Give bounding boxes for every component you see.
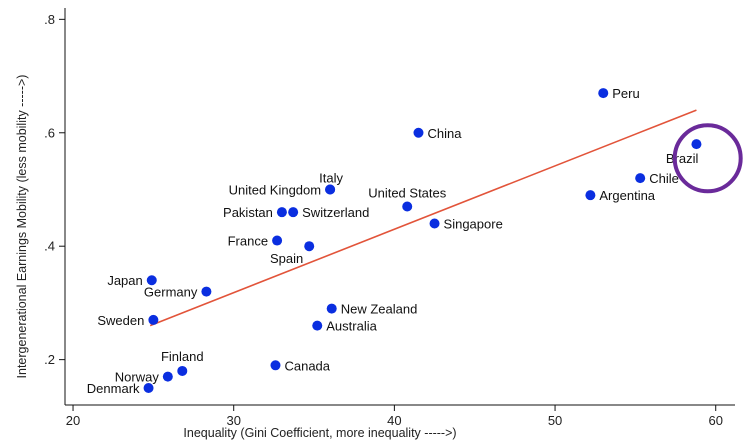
fit-line — [149, 109, 697, 327]
y-tick-label: .6 — [44, 125, 55, 140]
point-label-switzerland: Switzerland — [302, 205, 369, 220]
point-singapore — [429, 218, 440, 229]
point-norway — [162, 371, 173, 382]
point-label-finland: Finland — [161, 349, 204, 364]
point-label-china: China — [427, 126, 462, 141]
x-axis-title: Inequality (Gini Coefficient, more inequ… — [183, 426, 456, 440]
point-label-new-zealand: New Zealand — [341, 302, 418, 317]
x-tick-label: 40 — [387, 413, 401, 428]
x-tick-label: 50 — [548, 413, 562, 428]
point-label-peru: Peru — [612, 86, 639, 101]
point-label-denmark: Denmark — [87, 381, 140, 396]
point-pakistan — [276, 207, 287, 218]
point-label-japan: Japan — [107, 273, 142, 288]
axes: .2 .4 .6 .8 20 30 40 50 60 — [44, 8, 735, 428]
y-tick-label: .2 — [44, 352, 55, 367]
point-australia — [312, 320, 323, 331]
y-tick-label: .8 — [44, 12, 55, 27]
point-label-brazil: Brazil — [666, 151, 699, 166]
points-group — [143, 88, 702, 393]
point-label-argentina: Argentina — [599, 188, 655, 203]
point-label-spain: Spain — [270, 251, 303, 266]
point-label-germany: Germany — [144, 285, 198, 300]
x-tick-label: 20 — [66, 413, 80, 428]
point-label-norway: Norway — [115, 370, 160, 385]
point-label-australia: Australia — [326, 319, 377, 334]
point-label-canada: Canada — [284, 358, 330, 373]
x-tick-label: 60 — [708, 413, 722, 428]
point-sweden — [148, 314, 159, 325]
point-germany — [201, 286, 212, 297]
point-label-pakistan: Pakistan — [223, 205, 273, 220]
point-label-united-kingdom: United Kingdom — [229, 182, 322, 197]
point-label-sweden: Sweden — [97, 313, 144, 328]
point-peru — [598, 88, 609, 99]
point-finland — [177, 365, 188, 376]
y-axis-title: Intergenerational Earnings Mobility (les… — [15, 75, 29, 379]
point-denmark — [143, 382, 154, 393]
fit-line-group — [149, 109, 697, 327]
point-united-states — [402, 201, 413, 212]
point-label-singapore: Singapore — [444, 217, 503, 232]
point-label-united-states: United States — [368, 186, 447, 201]
point-switzerland — [288, 207, 299, 218]
point-new-zealand — [326, 303, 337, 314]
point-label-italy: Italy — [319, 170, 343, 185]
point-chile — [635, 173, 646, 184]
point-spain — [304, 241, 315, 252]
point-label-france: France — [228, 234, 268, 249]
point-china — [413, 127, 424, 138]
point-argentina — [585, 190, 596, 201]
point-japan — [146, 275, 157, 286]
highlight-circle — [672, 123, 743, 194]
point-brazil — [691, 139, 702, 150]
point-france — [272, 235, 283, 246]
x-tick-label: 30 — [226, 413, 240, 428]
point-label-chile: Chile — [649, 171, 679, 186]
highlight-group — [672, 123, 743, 194]
point-canada — [270, 360, 281, 371]
point-italy — [325, 184, 336, 195]
y-tick-label: .4 — [44, 239, 55, 254]
